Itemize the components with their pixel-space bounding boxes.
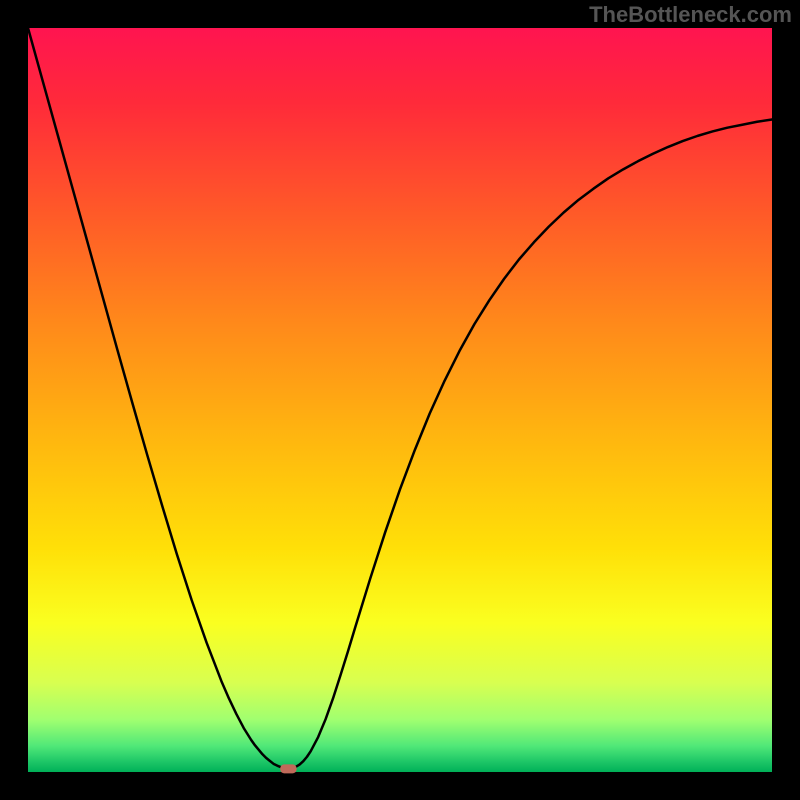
chart-container: TheBottleneck.com (0, 0, 800, 800)
plot-background (28, 28, 772, 772)
minimum-marker (280, 764, 296, 773)
watermark-text: TheBottleneck.com (589, 2, 792, 28)
bottleneck-chart (0, 0, 800, 800)
